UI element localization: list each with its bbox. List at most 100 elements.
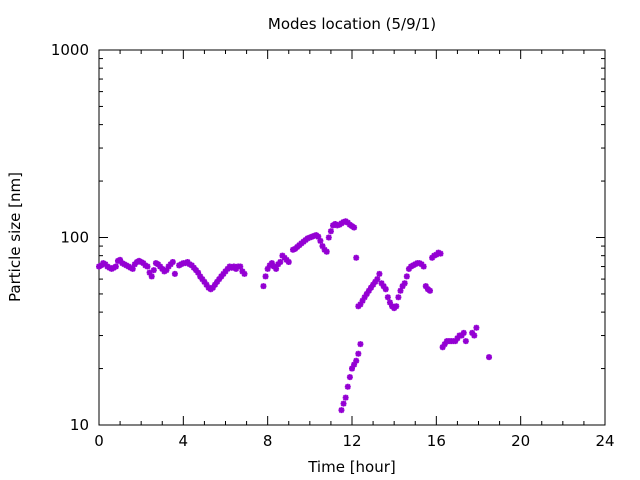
data-point: [367, 284, 374, 291]
data-point: [220, 270, 227, 277]
data-point: [351, 224, 358, 231]
x-axis-label: Time [hour]: [307, 458, 396, 476]
data-point: [209, 284, 216, 291]
data-point: [285, 259, 292, 266]
data-point: [190, 264, 197, 271]
data-point: [384, 294, 391, 301]
data-point: [361, 294, 368, 301]
data-point: [277, 259, 284, 266]
x-tick-label: 12: [342, 432, 361, 450]
data-point: [150, 267, 157, 274]
data-point: [486, 354, 493, 361]
data-point: [241, 270, 248, 277]
data-point: [216, 276, 223, 283]
data-point: [197, 273, 204, 280]
data-point: [359, 297, 366, 304]
data-point: [403, 273, 410, 280]
data-point: [382, 286, 389, 293]
data-point: [262, 273, 269, 280]
data-point: [201, 278, 208, 285]
data-point: [363, 290, 370, 297]
data-point: [353, 254, 360, 261]
data-point: [148, 273, 155, 280]
x-tick-label: 24: [595, 432, 614, 450]
data-point: [344, 383, 351, 390]
y-tick-label: 1000: [51, 41, 89, 59]
data-point: [437, 250, 444, 257]
data-point: [169, 259, 176, 266]
data-point: [239, 268, 246, 275]
data-point: [386, 299, 393, 306]
data-point: [163, 267, 170, 274]
x-tick-label: 16: [427, 432, 446, 450]
data-point: [222, 268, 229, 275]
data-point: [427, 287, 434, 294]
data-point: [317, 237, 324, 244]
data-point: [351, 361, 358, 368]
data-point: [452, 338, 459, 345]
data-point: [325, 234, 332, 241]
data-point: [372, 278, 379, 285]
data-point: [146, 269, 153, 276]
y-tick-label: 10: [70, 416, 89, 434]
data-point: [460, 329, 467, 336]
x-tick-label: 4: [179, 432, 189, 450]
data-point: [199, 276, 206, 283]
data-point: [117, 256, 124, 263]
data-point: [441, 341, 448, 348]
y-tick-label: 100: [60, 229, 89, 247]
data-point: [355, 350, 362, 357]
data-point: [399, 283, 406, 290]
data-point: [353, 357, 360, 364]
data-point: [376, 270, 383, 277]
data-point: [458, 332, 465, 339]
data-point: [192, 267, 199, 274]
x-tick-label: 8: [263, 432, 273, 450]
data-point: [129, 265, 136, 272]
data-point: [112, 263, 119, 270]
data-point: [357, 301, 364, 308]
data-point: [237, 263, 244, 270]
data-point: [214, 278, 221, 285]
data-point: [357, 341, 364, 348]
axis-ticks: [98, 49, 606, 426]
data-point: [268, 260, 275, 267]
data-point: [349, 365, 355, 372]
data-points: [96, 218, 493, 414]
data-point: [171, 270, 178, 277]
data-point: [159, 265, 166, 272]
chart-title: Modes location (5/9/1): [268, 15, 436, 33]
data-point: [374, 276, 381, 283]
data-point: [420, 263, 427, 270]
data-point: [203, 281, 210, 288]
data-point: [380, 283, 387, 290]
data-point: [471, 332, 478, 339]
data-point: [144, 263, 151, 270]
data-point: [342, 394, 349, 401]
data-point: [462, 338, 469, 345]
data-point: [273, 265, 280, 272]
data-point: [370, 281, 377, 288]
data-point: [473, 324, 480, 331]
data-point: [397, 287, 404, 294]
data-point: [393, 303, 400, 310]
data-point: [211, 281, 218, 288]
data-point: [378, 280, 385, 287]
data-point: [469, 329, 476, 336]
data-point: [395, 294, 402, 301]
x-tick-label: 0: [94, 432, 104, 450]
data-point: [346, 374, 353, 381]
data-point: [454, 335, 461, 342]
data-point: [401, 280, 408, 287]
data-point: [365, 287, 372, 294]
data-point: [422, 283, 429, 290]
data-point: [439, 344, 446, 351]
data-point: [218, 273, 225, 280]
data-point: [340, 400, 347, 407]
data-point: [319, 243, 326, 250]
data-point: [327, 228, 334, 235]
axis-tick-labels: 0 4 8 12 16 20 24 10 100 1000: [51, 41, 615, 450]
data-point: [315, 233, 322, 240]
y-axis-label: Particle size [nm]: [6, 172, 24, 302]
